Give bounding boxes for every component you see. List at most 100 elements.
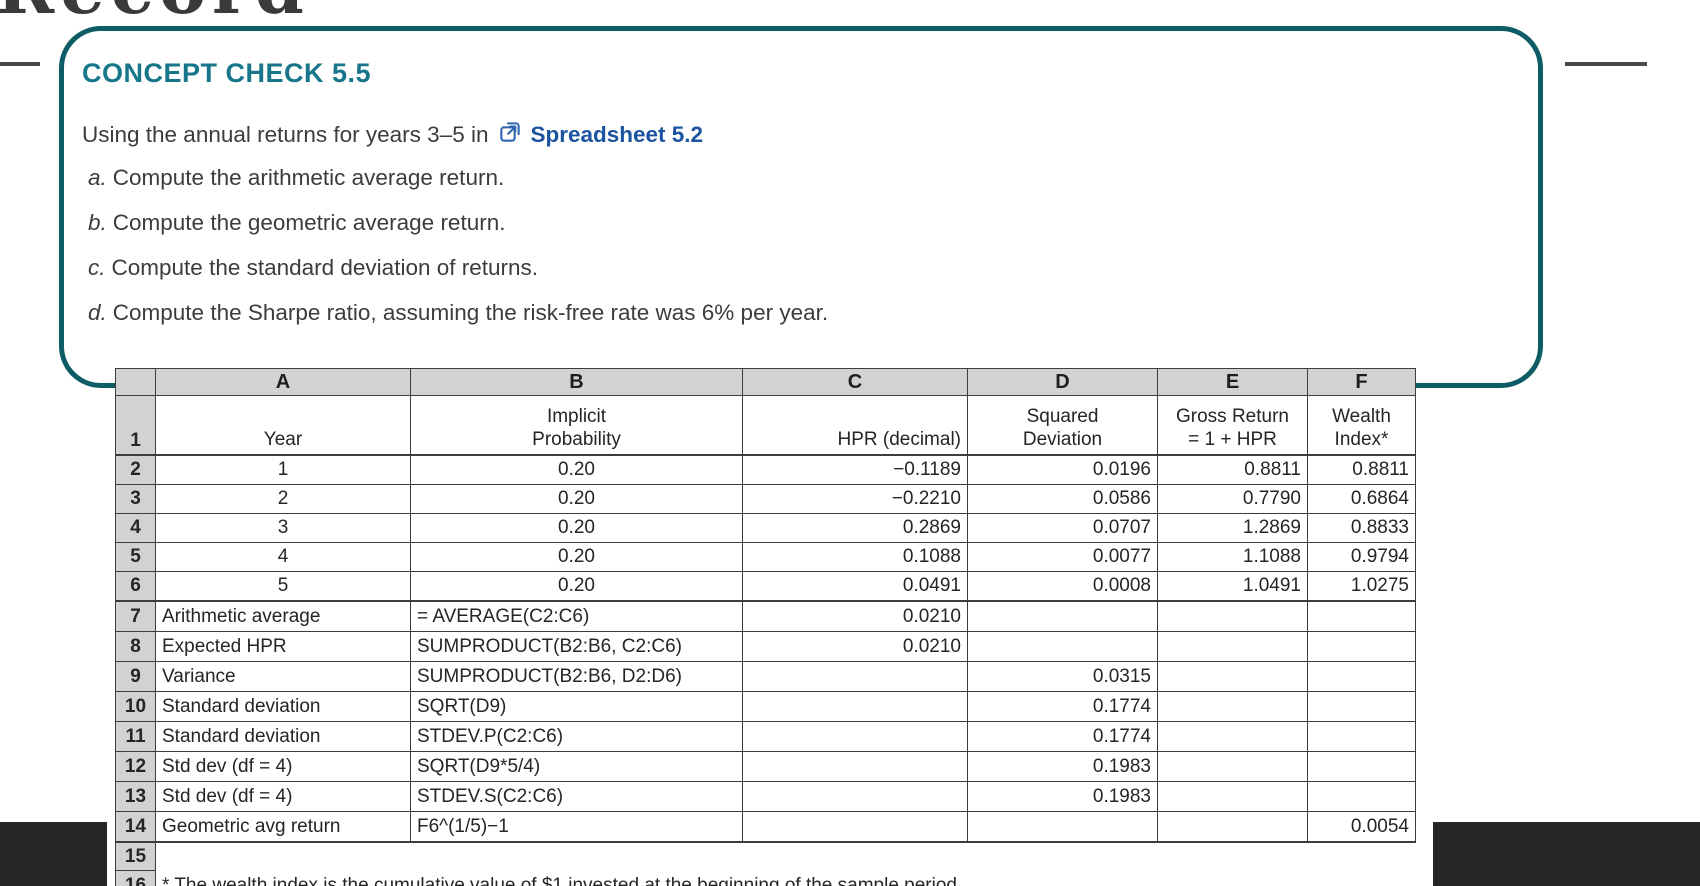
cell-e: 0.7790	[1158, 485, 1308, 513]
cell-d: 0.1983	[968, 782, 1158, 811]
cell-e	[1158, 632, 1308, 661]
spreadsheet-table: A B C D E F 1 Year Implicit Probability …	[115, 368, 1416, 886]
spreadsheet-row: 1 Year Implicit Probability HPR (decimal…	[116, 396, 1416, 456]
concept-check-item: a. Compute the arithmetic average return.	[88, 166, 828, 190]
cell-a: Standard deviation	[156, 722, 411, 751]
item-text: Compute the Sharpe ratio, assuming the r…	[112, 300, 829, 325]
column-letter: C	[743, 369, 968, 395]
cell-a: 5	[156, 572, 411, 600]
item-letter: a.	[88, 165, 107, 190]
cell-d: 0.1774	[968, 722, 1158, 751]
cell-b: SUMPRODUCT(B2:B6, D2:D6)	[411, 662, 743, 691]
cell-c	[743, 812, 968, 841]
cell-a: 4	[156, 543, 411, 571]
cell-c	[743, 752, 968, 781]
row-number: 2	[116, 456, 156, 484]
cell-c: 0.2869	[743, 514, 968, 542]
spreadsheet-row: 7 Arithmetic average = AVERAGE(C2:C6) 0.…	[116, 602, 1416, 632]
spreadsheet-row: 12 Std dev (df = 4) SQRT(D9*5/4) 0.1983	[116, 752, 1416, 782]
cell-f: 0.6864	[1308, 485, 1416, 513]
cell-e	[1158, 812, 1308, 841]
cell-b: F6^(1/5)−1	[411, 812, 743, 841]
row-number: 8	[116, 632, 156, 661]
cell-c: 0.1088	[743, 543, 968, 571]
column-letter: A	[156, 369, 411, 395]
concept-check-item: d. Compute the Sharpe ratio, assuming the…	[88, 301, 828, 325]
cell-f	[1308, 632, 1416, 661]
row-number: 1	[116, 396, 156, 454]
row-number: 9	[116, 662, 156, 691]
item-letter: b.	[88, 210, 107, 235]
cell-e: 0.8811	[1158, 456, 1308, 484]
right-margin-rule	[1565, 62, 1647, 66]
cell-f	[1308, 722, 1416, 751]
cell-f: Wealth Index*	[1308, 396, 1416, 454]
cell-b: = AVERAGE(C2:C6)	[411, 602, 743, 631]
cell-e: 1.1088	[1158, 543, 1308, 571]
cell-a: 1	[156, 456, 411, 484]
cell-c: HPR (decimal)	[743, 396, 968, 454]
cell-d	[968, 602, 1158, 631]
concept-check-items: a. Compute the arithmetic average return.…	[88, 166, 828, 346]
cell-f: 0.9794	[1308, 543, 1416, 571]
column-letter: E	[1158, 369, 1308, 395]
cell-f	[1308, 602, 1416, 631]
row-number: 13	[116, 782, 156, 811]
cell-c: 0.0210	[743, 602, 968, 631]
cell-e: 1.0491	[1158, 572, 1308, 600]
cell-a: Std dev (df = 4)	[156, 752, 411, 781]
row-number: 16	[116, 871, 156, 886]
cell-b: STDEV.S(C2:C6)	[411, 782, 743, 811]
column-letter: F	[1308, 369, 1416, 395]
cell-d: 0.0315	[968, 662, 1158, 691]
cell-d	[968, 812, 1158, 841]
cell-a: Arithmetic average	[156, 602, 411, 631]
row-number: 10	[116, 692, 156, 721]
item-text: Compute the geometric average return.	[112, 210, 506, 235]
clipped-page-heading: Record	[0, 0, 616, 14]
cell-d: 0.0196	[968, 456, 1158, 484]
cell-a: Standard deviation	[156, 692, 411, 721]
cell-f	[1308, 662, 1416, 691]
spreadsheet-row: 2 1 0.20 −0.1189 0.0196 0.8811 0.8811	[116, 456, 1416, 485]
row-number: 3	[116, 485, 156, 513]
cell-b: 0.20	[411, 543, 743, 571]
external-link-icon	[498, 119, 523, 150]
cell-c	[743, 782, 968, 811]
cell-c: −0.2210	[743, 485, 968, 513]
spreadsheet-row: 16 * The wealth index is the cumulative …	[116, 871, 1416, 886]
cell-c: 0.0491	[743, 572, 968, 600]
cell-f	[1308, 752, 1416, 781]
concept-check-item: b. Compute the geometric average return.	[88, 211, 828, 235]
column-letter: D	[968, 369, 1158, 395]
bottom-left-black-bar	[0, 822, 107, 886]
item-letter: c.	[88, 255, 106, 280]
cell-b: 0.20	[411, 572, 743, 600]
row-number: 11	[116, 722, 156, 751]
spreadsheet-row: 6 5 0.20 0.0491 0.0008 1.0491 1.0275	[116, 572, 1416, 602]
cell-b: SQRT(D9*5/4)	[411, 752, 743, 781]
bottom-right-black-bar	[1433, 822, 1700, 886]
cell-f: 1.0275	[1308, 572, 1416, 600]
cell-a: Year	[156, 396, 411, 454]
cell-d: 0.0077	[968, 543, 1158, 571]
cell-d: Squared Deviation	[968, 396, 1158, 454]
concept-check-box	[59, 26, 1543, 388]
cell-e	[1158, 662, 1308, 691]
concept-check-title: CONCEPT CHECK 5.5	[82, 58, 372, 88]
cell-b: SQRT(D9)	[411, 692, 743, 721]
cell-f	[1308, 782, 1416, 811]
spreadsheet-row: 11 Standard deviation STDEV.P(C2:C6) 0.1…	[116, 722, 1416, 752]
row-number: 12	[116, 752, 156, 781]
spreadsheet-link[interactable]: Spreadsheet 5.2	[530, 121, 704, 147]
cell-c: 0.0210	[743, 632, 968, 661]
cell-c	[743, 662, 968, 691]
cell-b: SUMPRODUCT(B2:B6, C2:C6)	[411, 632, 743, 661]
cell-f: 0.8811	[1308, 456, 1416, 484]
spreadsheet-row: 4 3 0.20 0.2869 0.0707 1.2869 0.8833	[116, 514, 1416, 543]
cell-e: 1.2869	[1158, 514, 1308, 542]
corner-cell	[116, 369, 156, 395]
cell-d: 0.1774	[968, 692, 1158, 721]
cell-a: 2	[156, 485, 411, 513]
